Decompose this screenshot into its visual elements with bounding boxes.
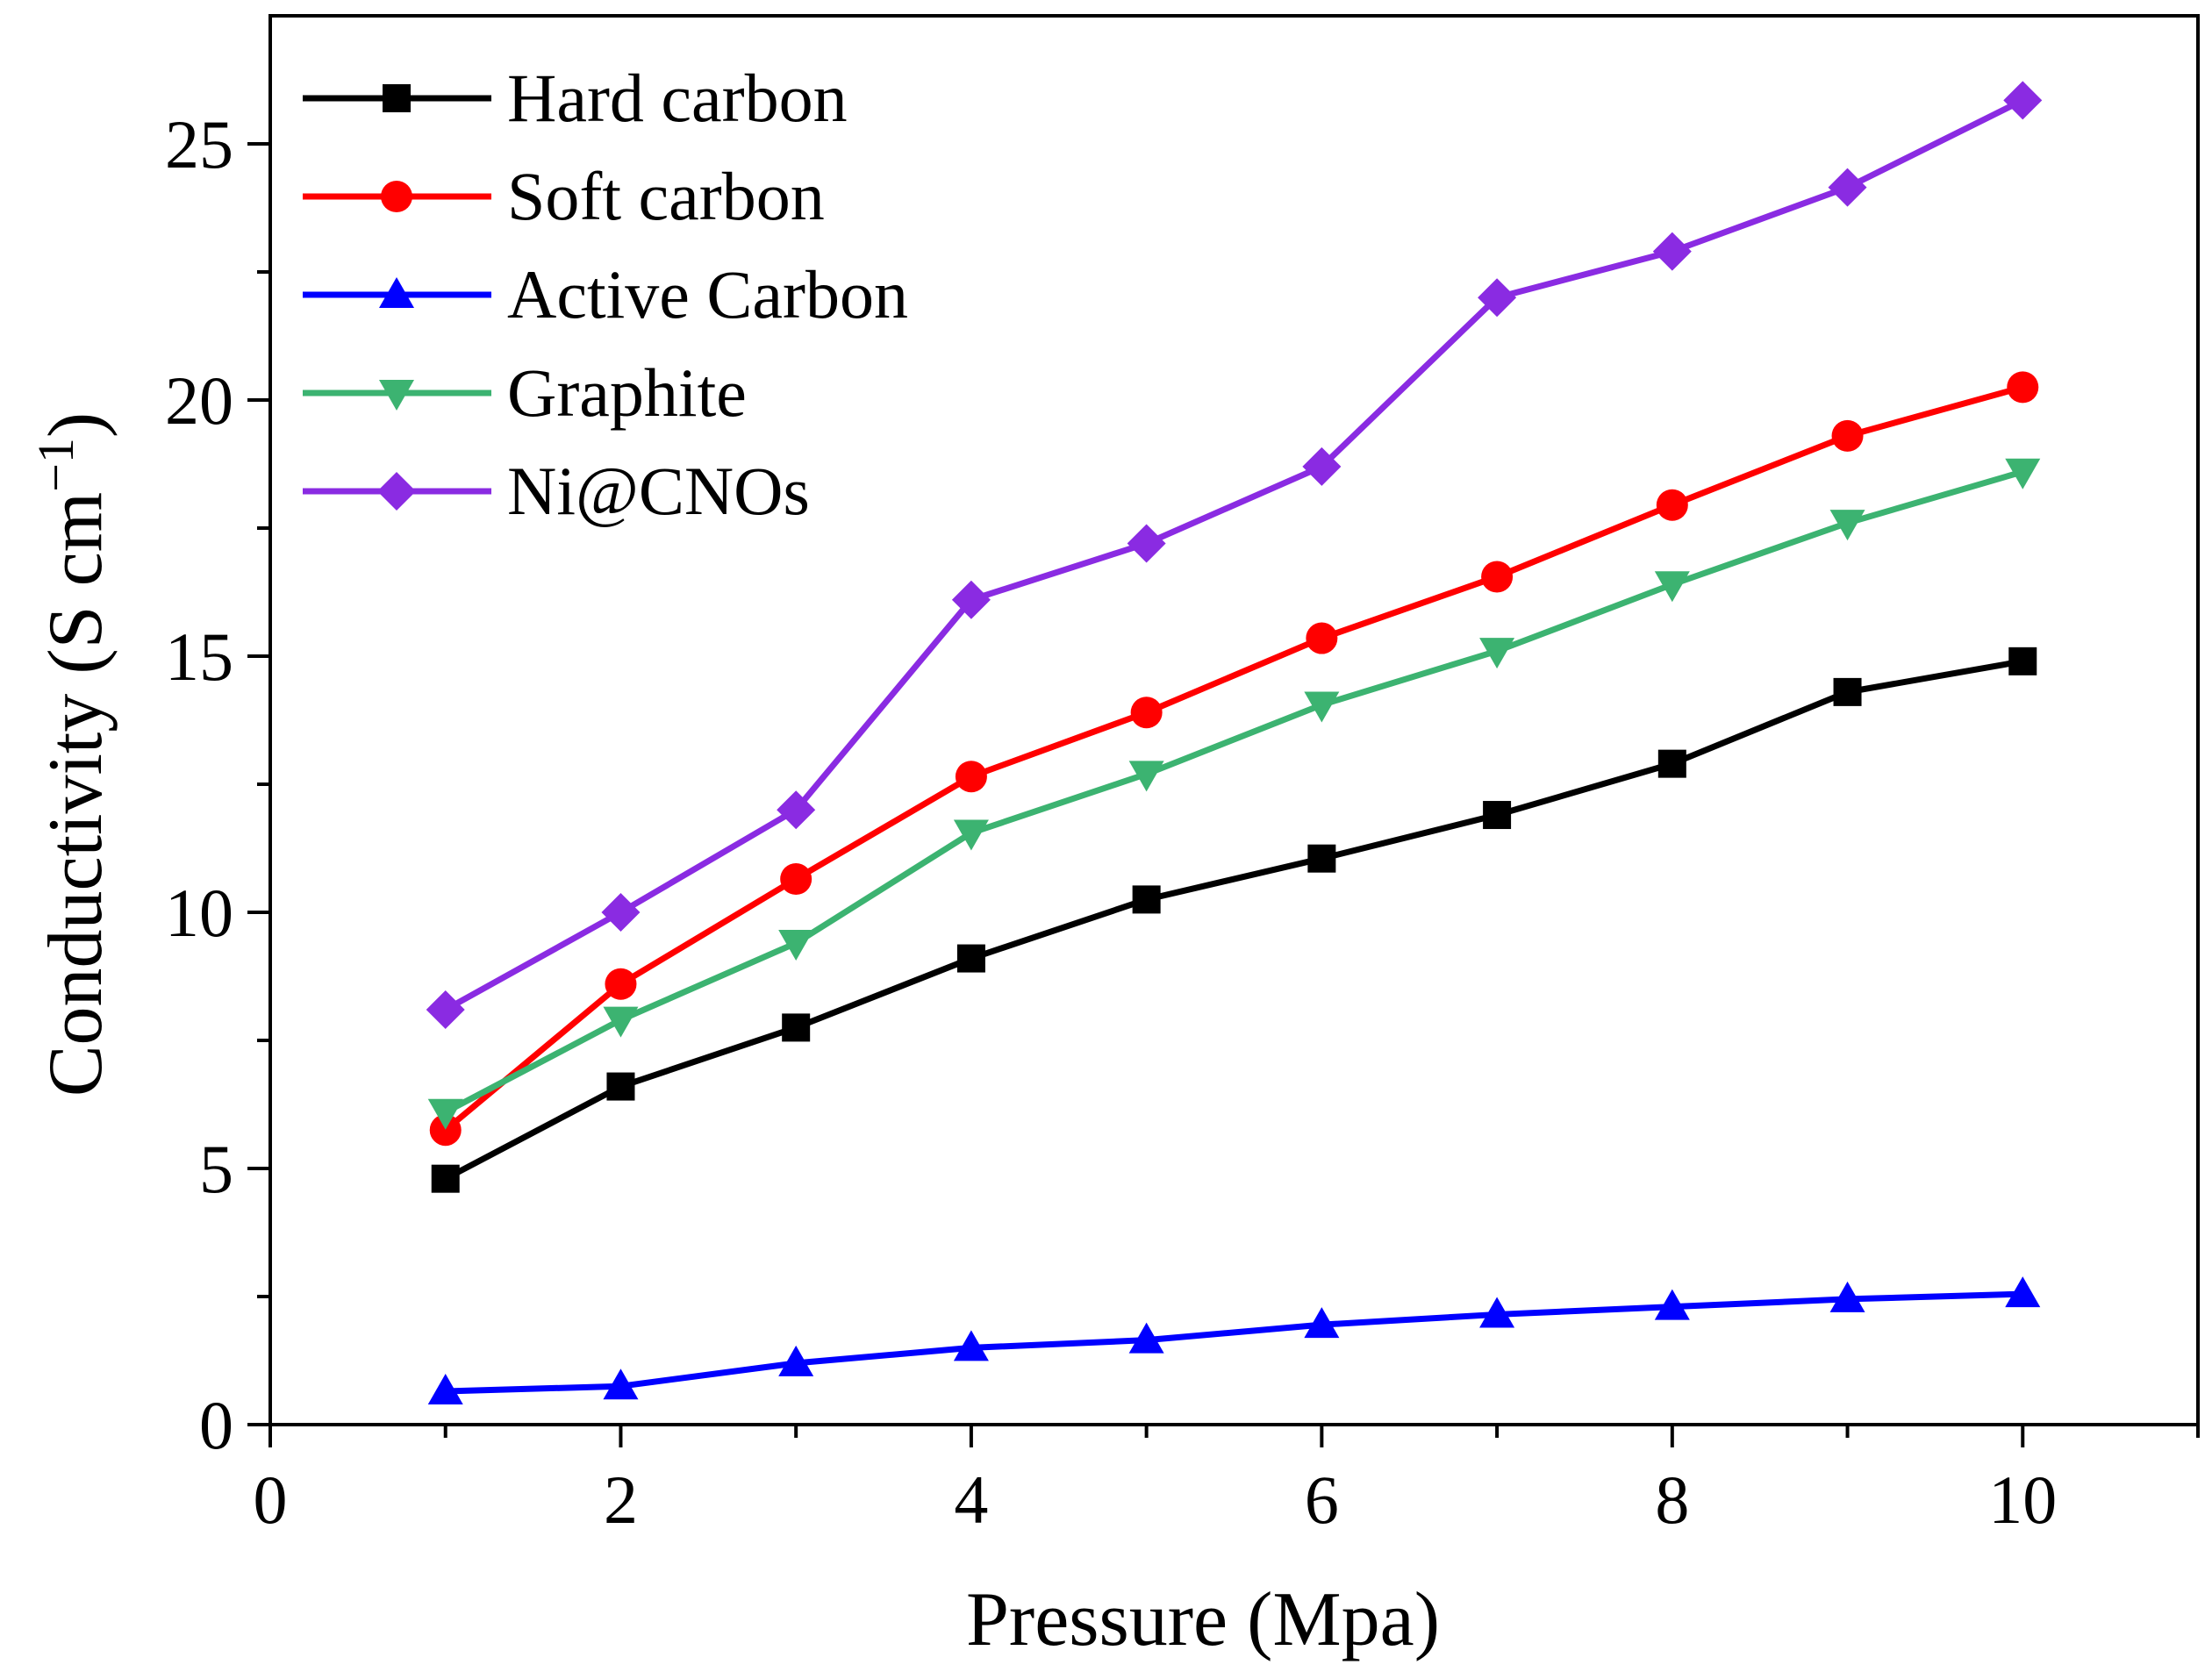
legend-marker-hard-carbon — [383, 84, 411, 112]
series-line-soft-carbon — [443, 384, 2024, 1133]
data-point-hard-carbon — [782, 1013, 811, 1042]
data-point-active-carbon — [603, 1368, 639, 1400]
legend-item-ni-cnos: Ni@CNOs — [303, 453, 810, 529]
data-point-hard-carbon — [956, 944, 985, 973]
legend-item-soft-carbon: Soft carbon — [303, 158, 825, 234]
data-point-soft-carbon — [955, 761, 987, 793]
series-hard-carbon — [431, 647, 2037, 1193]
plot-border — [268, 14, 2200, 1426]
x-tick-label: 0 — [254, 1461, 288, 1538]
data-point-ni-cnos — [1828, 168, 1867, 207]
data-point-active-carbon — [953, 1330, 989, 1361]
series-graphite — [427, 458, 2041, 1130]
data-point-graphite — [1128, 761, 1164, 792]
data-point-graphite — [1479, 638, 1515, 669]
data-point-ni-cnos — [951, 580, 991, 619]
data-point-soft-carbon — [1656, 489, 1688, 521]
data-point-soft-carbon — [605, 968, 637, 1000]
data-point-graphite — [427, 1098, 463, 1130]
legend-label-ni-cnos: Ni@CNOs — [507, 453, 810, 529]
legend-marker-ni-cnos — [377, 472, 416, 511]
x-tick-label: 8 — [1655, 1461, 1689, 1538]
data-point-graphite — [1654, 571, 1690, 603]
data-point-soft-carbon — [780, 863, 812, 896]
data-point-hard-carbon — [606, 1072, 635, 1101]
data-point-soft-carbon — [429, 1114, 462, 1147]
x-tick-label: 2 — [604, 1461, 638, 1538]
series-line-hard-carbon — [444, 658, 2023, 1182]
data-point-hard-carbon — [1307, 844, 1336, 873]
data-point-hard-carbon — [2008, 647, 2037, 675]
data-point-ni-cnos — [1127, 524, 1166, 563]
y-tick-label: 25 — [165, 106, 233, 182]
data-point-ni-cnos — [601, 893, 641, 932]
legend-label-soft-carbon: Soft carbon — [507, 158, 825, 234]
legend-label-hard-carbon: Hard carbon — [507, 60, 848, 136]
plot-area — [268, 14, 2200, 1426]
x-axis-title: Pressure (Mpa) — [966, 1577, 1440, 1662]
series-soft-carbon — [429, 371, 2039, 1147]
y-tick-label: 0 — [199, 1387, 233, 1463]
data-point-ni-cnos — [2003, 81, 2043, 120]
data-point-hard-carbon — [1483, 801, 1512, 830]
data-point-active-carbon — [1128, 1322, 1164, 1354]
data-point-active-carbon — [778, 1345, 814, 1376]
legend: Hard carbon Soft carbon Active Carbon Graph… — [303, 60, 908, 529]
legend-marker-graphite — [379, 380, 414, 411]
data-point-hard-carbon — [1132, 885, 1161, 914]
data-point-graphite — [778, 930, 814, 961]
data-point-graphite — [2005, 458, 2041, 489]
data-point-soft-carbon — [2007, 371, 2039, 404]
data-point-ni-cnos — [426, 990, 465, 1029]
legend-label-graphite: Graphite — [507, 354, 747, 431]
y-axis: 0 5 10 15 20 25 — [165, 106, 270, 1463]
y-axis-title-close: ) — [33, 412, 118, 438]
y-tick-label: 20 — [165, 362, 233, 439]
data-point-active-carbon — [427, 1374, 463, 1405]
data-point-active-carbon — [1654, 1289, 1690, 1320]
y-axis-title-main: Conductivity (S cm — [33, 492, 118, 1097]
y-tick-label: 15 — [165, 618, 233, 695]
data-point-ni-cnos — [1478, 278, 1517, 318]
series-ni-cnos — [426, 81, 2043, 1029]
data-point-graphite — [603, 1006, 639, 1038]
data-point-ni-cnos — [1302, 447, 1342, 486]
data-point-active-carbon — [1479, 1297, 1515, 1328]
y-axis-title-superscript: −1 — [27, 438, 84, 492]
series-active-carbon — [427, 1276, 2041, 1405]
x-tick-label: 4 — [954, 1461, 988, 1538]
y-axis-title: Conductivity (S cm−1) — [27, 412, 118, 1097]
legend-item-graphite: Graphite — [303, 354, 747, 431]
data-point-ni-cnos — [1652, 232, 1692, 271]
x-tick-label: 10 — [1988, 1461, 2057, 1538]
data-point-hard-carbon — [1833, 677, 1862, 706]
data-point-hard-carbon — [1657, 749, 1686, 778]
y-tick-label: 5 — [199, 1131, 233, 1207]
data-point-ni-cnos — [777, 790, 816, 830]
data-point-active-carbon — [1304, 1307, 1340, 1339]
data-point-active-carbon — [1829, 1281, 1865, 1312]
data-point-hard-carbon — [431, 1164, 460, 1193]
legend-item-hard-carbon: Hard carbon — [303, 60, 848, 136]
data-point-graphite — [1829, 510, 1865, 541]
x-axis: 0 2 4 6 8 10 — [254, 1425, 2200, 1538]
data-point-soft-carbon — [1831, 419, 1864, 452]
legend-marker-soft-carbon — [381, 181, 412, 212]
data-point-active-carbon — [2005, 1276, 2041, 1308]
legend-marker-active-carbon — [379, 277, 414, 308]
data-point-graphite — [953, 819, 989, 851]
data-point-soft-carbon — [1306, 622, 1338, 654]
data-point-graphite — [1304, 691, 1340, 723]
series-line-ni-cnos — [444, 97, 2024, 1013]
data-point-soft-carbon — [1130, 697, 1163, 729]
series-line-graphite — [444, 468, 2024, 1115]
y-tick-label: 10 — [165, 875, 233, 951]
x-tick-label: 6 — [1305, 1461, 1339, 1538]
series-line-active-carbon — [445, 1290, 2023, 1395]
series-layer — [426, 81, 2043, 1405]
legend-item-active-carbon: Active Carbon — [303, 256, 908, 332]
data-point-soft-carbon — [1481, 561, 1514, 593]
legend-label-active-carbon: Active Carbon — [507, 256, 908, 332]
